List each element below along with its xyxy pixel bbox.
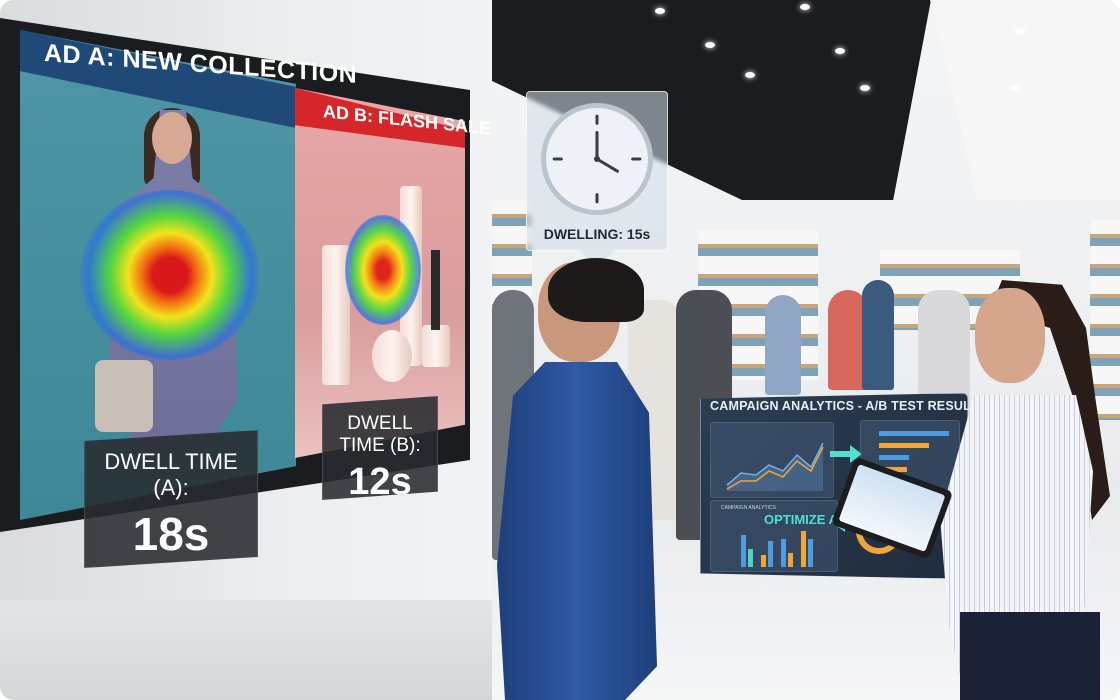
ceiling-light: [800, 4, 810, 10]
dwell-time-a-card: DWELL TIME (A): 18s: [84, 430, 258, 568]
shopper: [828, 290, 868, 390]
dwell-time-b-card: DWELL TIME (B): 12s: [322, 396, 438, 500]
ceiling-light: [705, 42, 715, 48]
campaign-analytics-subpanel: CAMPAIGN ANALYTICS: [710, 500, 838, 572]
heatmap-a: [80, 190, 260, 360]
ceiling-light: [655, 8, 665, 14]
man-in-blue-jacket: [497, 362, 657, 700]
ceiling-light: [745, 72, 755, 78]
ceiling-light: [1010, 85, 1020, 91]
product-box: [422, 325, 450, 367]
dwell-time-a-value: 18s: [132, 508, 210, 560]
handbag: [95, 360, 153, 432]
dwell-time-a-label: DWELL TIME (A):: [104, 449, 238, 500]
optimize-callout: OPTIMIZE A: [764, 512, 838, 527]
ceiling-light: [860, 85, 870, 91]
dwell-time-b-label: DWELL TIME (B):: [339, 413, 421, 456]
wall-baseboard: [0, 600, 492, 700]
ceiling-light: [1015, 28, 1025, 34]
dwelling-label: DWELLING: 15s: [543, 226, 651, 242]
woman-pants: [960, 612, 1100, 700]
bar-chart-card: [860, 420, 960, 492]
analytics-title: CAMPAIGN ANALYTICS - A/B TEST RESULTS: [710, 399, 987, 413]
model-face: [152, 112, 192, 164]
shopper: [862, 280, 894, 390]
lipstick: [431, 250, 440, 330]
woman-head: [975, 288, 1045, 383]
shelf: [1090, 220, 1120, 420]
man-hair: [548, 258, 644, 322]
product-jar: [372, 330, 412, 382]
line-chart-card: [710, 422, 834, 498]
subpanel-title: CAMPAIGN ANALYTICS: [721, 505, 776, 511]
line-chart: [726, 442, 824, 491]
dwell-time-b-value: 12s: [348, 461, 412, 503]
heatmap-b: [345, 215, 421, 325]
clock-icon: [541, 103, 653, 215]
shopper: [765, 295, 801, 395]
ceiling-light: [835, 48, 845, 54]
column-chart: [741, 531, 813, 567]
